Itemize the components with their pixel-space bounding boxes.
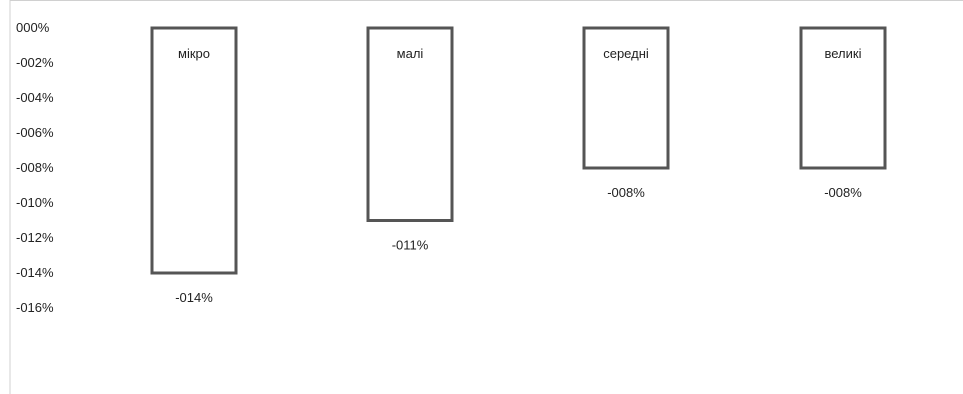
bar-4 [799,26,887,170]
y-tick-label: -008% [16,160,54,175]
category-label: мікро [178,46,210,61]
y-tick-label: -006% [16,125,54,140]
category-label: середні [603,46,649,61]
y-tick-label: -002% [16,55,54,70]
category-label: великі [825,46,862,61]
data-label: -011% [392,238,429,253]
y-tick-label: -016% [16,300,54,315]
bar-1 [150,26,238,275]
y-tick-label: -012% [16,230,54,245]
y-tick-label: 000% [16,20,50,35]
bar-2 [366,26,454,222]
bar-3 [582,26,670,170]
data-label: -008% [607,185,645,200]
y-tick-label: -014% [16,265,54,280]
data-label: -014% [175,290,213,305]
y-tick-label: -010% [16,195,54,210]
data-label: -008% [824,185,862,200]
category-label: малі [397,46,424,61]
y-tick-label: -004% [16,90,54,105]
